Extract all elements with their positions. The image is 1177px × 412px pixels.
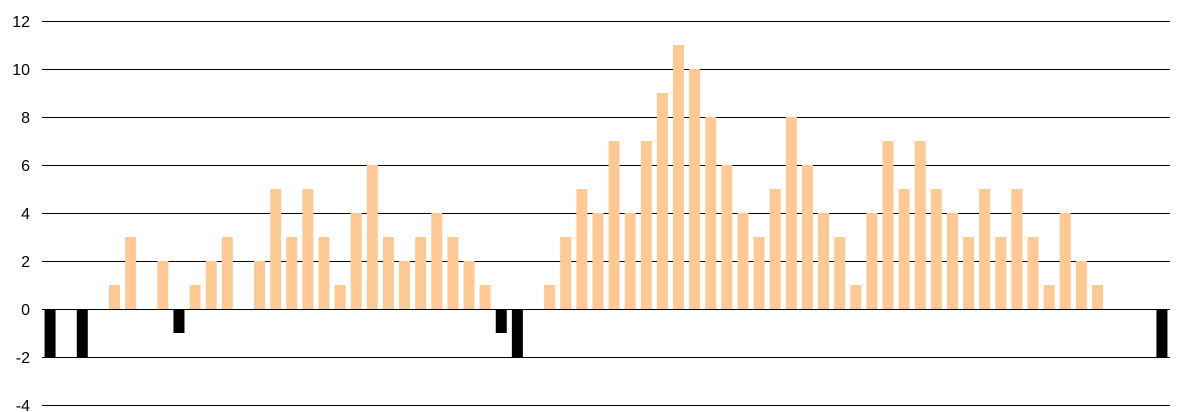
bar-negative <box>76 309 88 357</box>
bar-positive <box>318 237 330 309</box>
bar-positive <box>415 237 427 309</box>
bar-positive <box>930 189 942 309</box>
gridlines <box>42 21 1170 406</box>
bar-positive <box>705 117 717 309</box>
bar-positive <box>1091 285 1103 309</box>
y-tick-label: 6 <box>21 158 30 175</box>
bar-positive <box>946 213 958 309</box>
bar-positive <box>1059 213 1071 309</box>
bar-positive <box>463 261 475 309</box>
bar-positive <box>205 261 217 309</box>
bar-positive <box>850 285 862 309</box>
y-tick-label: 10 <box>12 62 30 79</box>
bar-positive <box>560 237 572 309</box>
y-tick-label: 2 <box>21 254 30 271</box>
bar-negative <box>173 309 185 333</box>
bar-positive <box>576 189 588 309</box>
bar-positive <box>334 285 346 309</box>
y-axis-tick-labels: 12 10 8 6 4 2 0 -2 -4 <box>12 14 30 412</box>
bar-positive <box>753 237 765 309</box>
y-tick-label: -4 <box>16 398 30 412</box>
y-tick-label: 12 <box>12 14 30 31</box>
y-tick-label: -2 <box>16 350 30 367</box>
bar-positive <box>882 141 894 309</box>
bar-positive <box>399 261 411 309</box>
bar-positive <box>769 189 781 309</box>
bar-negative <box>495 309 507 333</box>
bar-positive <box>624 213 636 309</box>
bar-positive <box>1075 261 1087 309</box>
bar-positive <box>640 141 652 309</box>
bar-positive <box>979 189 991 309</box>
bar-positive <box>1027 237 1039 309</box>
bar-positive <box>914 141 926 309</box>
bar-negative <box>44 309 56 357</box>
bar-positive <box>125 237 137 309</box>
bar-positive <box>302 189 314 309</box>
bar-positive <box>366 165 378 309</box>
bar-positive <box>270 189 282 309</box>
bar-positive <box>109 285 121 309</box>
bar-positive <box>818 213 830 309</box>
bar-positive <box>737 213 749 309</box>
bar-positive <box>431 213 443 309</box>
y-tick-label: 8 <box>21 110 30 127</box>
bar-positive <box>1043 285 1055 309</box>
bar-positive <box>382 237 394 309</box>
bar-positive <box>286 237 298 309</box>
bar-positive <box>592 213 604 309</box>
bar-negative <box>511 309 523 357</box>
bar-positive <box>479 285 491 309</box>
bar-positive <box>254 261 266 309</box>
bar-positive <box>834 237 846 309</box>
bar-positive <box>447 237 459 309</box>
bars <box>44 45 1168 357</box>
bar-positive <box>608 141 620 309</box>
bar-positive <box>866 213 878 309</box>
bar-positive <box>656 93 668 309</box>
bar-positive <box>189 285 201 309</box>
bar-negative <box>1156 309 1168 357</box>
bar-positive <box>1011 189 1023 309</box>
bar-positive <box>350 213 362 309</box>
bar-positive <box>721 165 733 309</box>
bar-positive <box>544 285 556 309</box>
y-tick-label: 0 <box>21 302 30 319</box>
bar-positive <box>801 165 813 309</box>
bar-positive <box>995 237 1007 309</box>
bar-positive <box>673 45 685 309</box>
bar-positive <box>221 237 233 309</box>
bar-positive <box>785 117 797 309</box>
y-tick-label: 4 <box>21 206 30 223</box>
bar-positive <box>157 261 169 309</box>
bar-positive <box>963 237 975 309</box>
bar-positive <box>689 69 701 309</box>
bar-positive <box>898 189 910 309</box>
